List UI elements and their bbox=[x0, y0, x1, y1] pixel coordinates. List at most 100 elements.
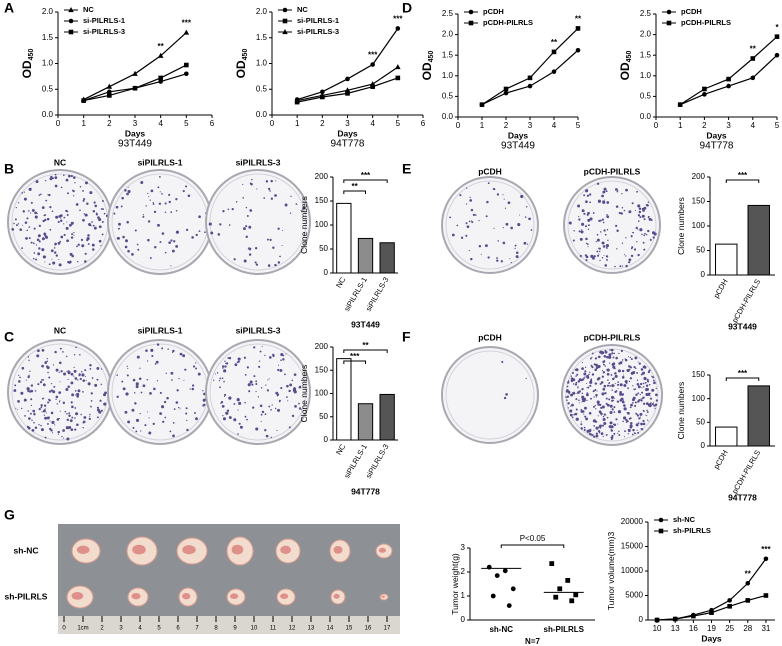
ruler-label: 7 bbox=[195, 626, 199, 632]
colony bbox=[641, 233, 643, 236]
colony bbox=[175, 401, 179, 404]
colony bbox=[51, 210, 54, 213]
colony bbox=[607, 239, 609, 242]
colony bbox=[468, 220, 471, 223]
colony bbox=[585, 259, 588, 262]
colony bbox=[77, 243, 80, 246]
colony bbox=[38, 407, 41, 411]
tumor-spot bbox=[76, 545, 90, 554]
colony bbox=[507, 201, 511, 205]
colony bbox=[598, 247, 600, 250]
colony bbox=[591, 352, 594, 355]
colony bbox=[79, 377, 82, 381]
colony bbox=[51, 420, 55, 425]
colony bbox=[202, 404, 205, 407]
colony bbox=[573, 230, 575, 232]
colony bbox=[605, 246, 608, 249]
plate-label: siPILRLS-1 bbox=[138, 157, 183, 167]
subtitle: 94T778 bbox=[331, 139, 365, 150]
colony bbox=[153, 387, 156, 391]
colony bbox=[96, 416, 99, 419]
colony bbox=[53, 385, 56, 388]
colony bbox=[625, 188, 628, 192]
colony bbox=[497, 240, 500, 242]
colony bbox=[28, 210, 30, 212]
legend-marker bbox=[666, 9, 672, 15]
colony bbox=[642, 419, 645, 423]
colony bbox=[58, 401, 61, 403]
colony bbox=[40, 406, 43, 409]
y-tick-label: 100 bbox=[692, 394, 706, 403]
bar bbox=[715, 426, 738, 447]
ruler-label: 9 bbox=[233, 626, 237, 632]
colony bbox=[575, 368, 579, 372]
point bbox=[502, 568, 508, 574]
colony bbox=[34, 215, 38, 219]
tumor-spot bbox=[280, 545, 291, 554]
y-axis-label-text: Clone numbers bbox=[299, 365, 309, 423]
colony bbox=[260, 387, 263, 389]
colony bbox=[643, 234, 645, 237]
colony bbox=[580, 427, 584, 430]
colony bbox=[118, 222, 121, 226]
colony bbox=[624, 254, 626, 256]
colony bbox=[70, 428, 74, 432]
y-axis-label-text: Clone numbers bbox=[676, 382, 686, 440]
colony bbox=[251, 178, 253, 181]
colony bbox=[183, 379, 185, 381]
x-tick-label: 10 bbox=[653, 624, 662, 633]
colony bbox=[255, 390, 257, 393]
colony bbox=[272, 353, 275, 357]
colony bbox=[566, 385, 569, 388]
colony bbox=[46, 412, 48, 414]
colony bbox=[178, 406, 180, 409]
colony bbox=[509, 258, 511, 260]
colony bbox=[632, 402, 634, 404]
colony bbox=[582, 410, 585, 413]
colony bbox=[182, 190, 185, 193]
colony bbox=[66, 239, 69, 243]
y-tick-label: 0.0 bbox=[442, 112, 454, 121]
colony bbox=[621, 361, 623, 363]
colony bbox=[235, 201, 238, 203]
colony bbox=[480, 253, 482, 255]
colony bbox=[86, 202, 89, 205]
colony bbox=[588, 371, 591, 374]
colony bbox=[487, 256, 490, 259]
colony bbox=[586, 387, 588, 389]
colony bbox=[284, 373, 286, 376]
y-tick-label: 1.0 bbox=[640, 71, 652, 80]
colony bbox=[178, 377, 180, 380]
colony bbox=[630, 235, 633, 238]
colony bbox=[580, 421, 582, 423]
colony bbox=[31, 419, 33, 421]
colony bbox=[82, 426, 84, 429]
colony bbox=[15, 224, 18, 227]
point bbox=[745, 598, 751, 603]
colony bbox=[198, 215, 201, 219]
plate-label: siPILRLS-1 bbox=[138, 325, 183, 335]
colony bbox=[242, 183, 244, 186]
colony bbox=[583, 426, 586, 429]
colony bbox=[17, 223, 20, 225]
legend-marker bbox=[658, 517, 664, 523]
colony bbox=[102, 208, 104, 211]
colony bbox=[646, 415, 648, 417]
colony bbox=[49, 205, 52, 209]
x-tick-label: 3 bbox=[726, 121, 731, 130]
colony bbox=[57, 242, 61, 245]
colony bbox=[586, 375, 590, 379]
colony bbox=[185, 412, 188, 415]
colony bbox=[92, 210, 96, 213]
colony bbox=[629, 356, 632, 359]
colony bbox=[631, 202, 634, 205]
colony bbox=[43, 397, 45, 399]
colony bbox=[82, 420, 86, 424]
panel-label: E bbox=[402, 161, 411, 177]
colony bbox=[597, 415, 599, 417]
y-axis-label: Clone numbers bbox=[299, 365, 309, 423]
point bbox=[727, 603, 732, 609]
colony bbox=[602, 190, 606, 194]
y-tick-label: 0 bbox=[701, 441, 706, 450]
